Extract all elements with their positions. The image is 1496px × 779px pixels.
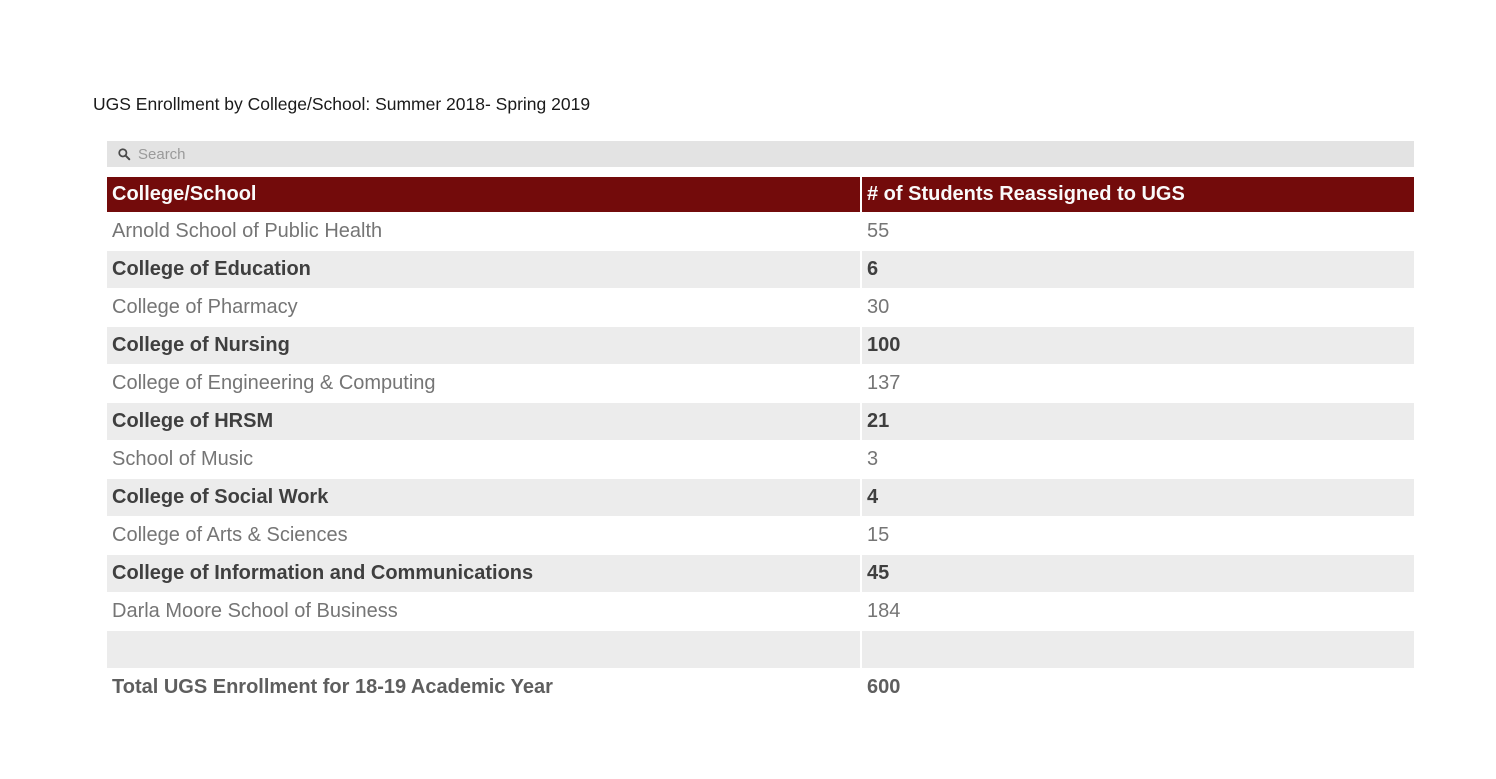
students-cell: 6 <box>862 251 1414 289</box>
college-cell: School of Music <box>107 441 862 479</box>
students-cell: 30 <box>862 289 1414 327</box>
students-cell: 184 <box>862 593 1414 631</box>
students-cell: 55 <box>862 213 1414 251</box>
table-row: College of Engineering & Computing 137 <box>107 365 1414 403</box>
college-cell: College of Information and Communication… <box>107 555 862 593</box>
page-title: UGS Enrollment by College/School: Summer… <box>93 94 591 114</box>
search-input[interactable] <box>138 145 1406 163</box>
table-row: College of Education 6 <box>107 251 1414 289</box>
search-icon <box>118 148 131 161</box>
total-value-cell: 600 <box>862 669 1414 707</box>
college-cell: College of Education <box>107 251 862 289</box>
college-cell: College of Nursing <box>107 327 862 365</box>
table-row: College of Nursing 100 <box>107 327 1414 365</box>
students-cell: 4 <box>862 479 1414 517</box>
column-header-college: College/School <box>107 177 862 213</box>
table-row: Darla Moore School of Business 184 <box>107 593 1414 631</box>
students-cell: 3 <box>862 441 1414 479</box>
students-cell: 15 <box>862 517 1414 555</box>
college-cell: Arnold School of Public Health <box>107 213 862 251</box>
table-row-empty <box>107 631 1414 669</box>
college-cell: College of Engineering & Computing <box>107 365 862 403</box>
column-header-students: # of Students Reassigned to UGS <box>862 177 1414 213</box>
college-cell: College of Arts & Sciences <box>107 517 862 555</box>
search-bar[interactable] <box>107 141 1414 167</box>
college-cell: College of Pharmacy <box>107 289 862 327</box>
college-cell: College of Social Work <box>107 479 862 517</box>
college-cell: Darla Moore School of Business <box>107 593 862 631</box>
college-cell: College of HRSM <box>107 403 862 441</box>
table-row: College of Pharmacy 30 <box>107 289 1414 327</box>
total-label-cell: Total UGS Enrollment for 18-19 Academic … <box>107 669 862 707</box>
table-row: Arnold School of Public Health 55 <box>107 213 1414 251</box>
table-row-total: Total UGS Enrollment for 18-19 Academic … <box>107 669 1414 707</box>
table-row: College of HRSM 21 <box>107 403 1414 441</box>
table-body: Arnold School of Public Health 55 Colleg… <box>107 213 1414 707</box>
students-cell: 137 <box>862 365 1414 403</box>
table-row: College of Information and Communication… <box>107 555 1414 593</box>
students-cell: 45 <box>862 555 1414 593</box>
students-cell: 100 <box>862 327 1414 365</box>
students-cell <box>862 631 1414 669</box>
enrollment-table-widget: College/School # of Students Reassigned … <box>107 141 1414 707</box>
table-header: College/School # of Students Reassigned … <box>107 177 1414 213</box>
college-cell <box>107 631 862 669</box>
table-row: College of Social Work 4 <box>107 479 1414 517</box>
table-row: College of Arts & Sciences 15 <box>107 517 1414 555</box>
table-row: School of Music 3 <box>107 441 1414 479</box>
students-cell: 21 <box>862 403 1414 441</box>
table-header-row: College/School # of Students Reassigned … <box>107 177 1414 213</box>
enrollment-table: College/School # of Students Reassigned … <box>107 177 1414 707</box>
